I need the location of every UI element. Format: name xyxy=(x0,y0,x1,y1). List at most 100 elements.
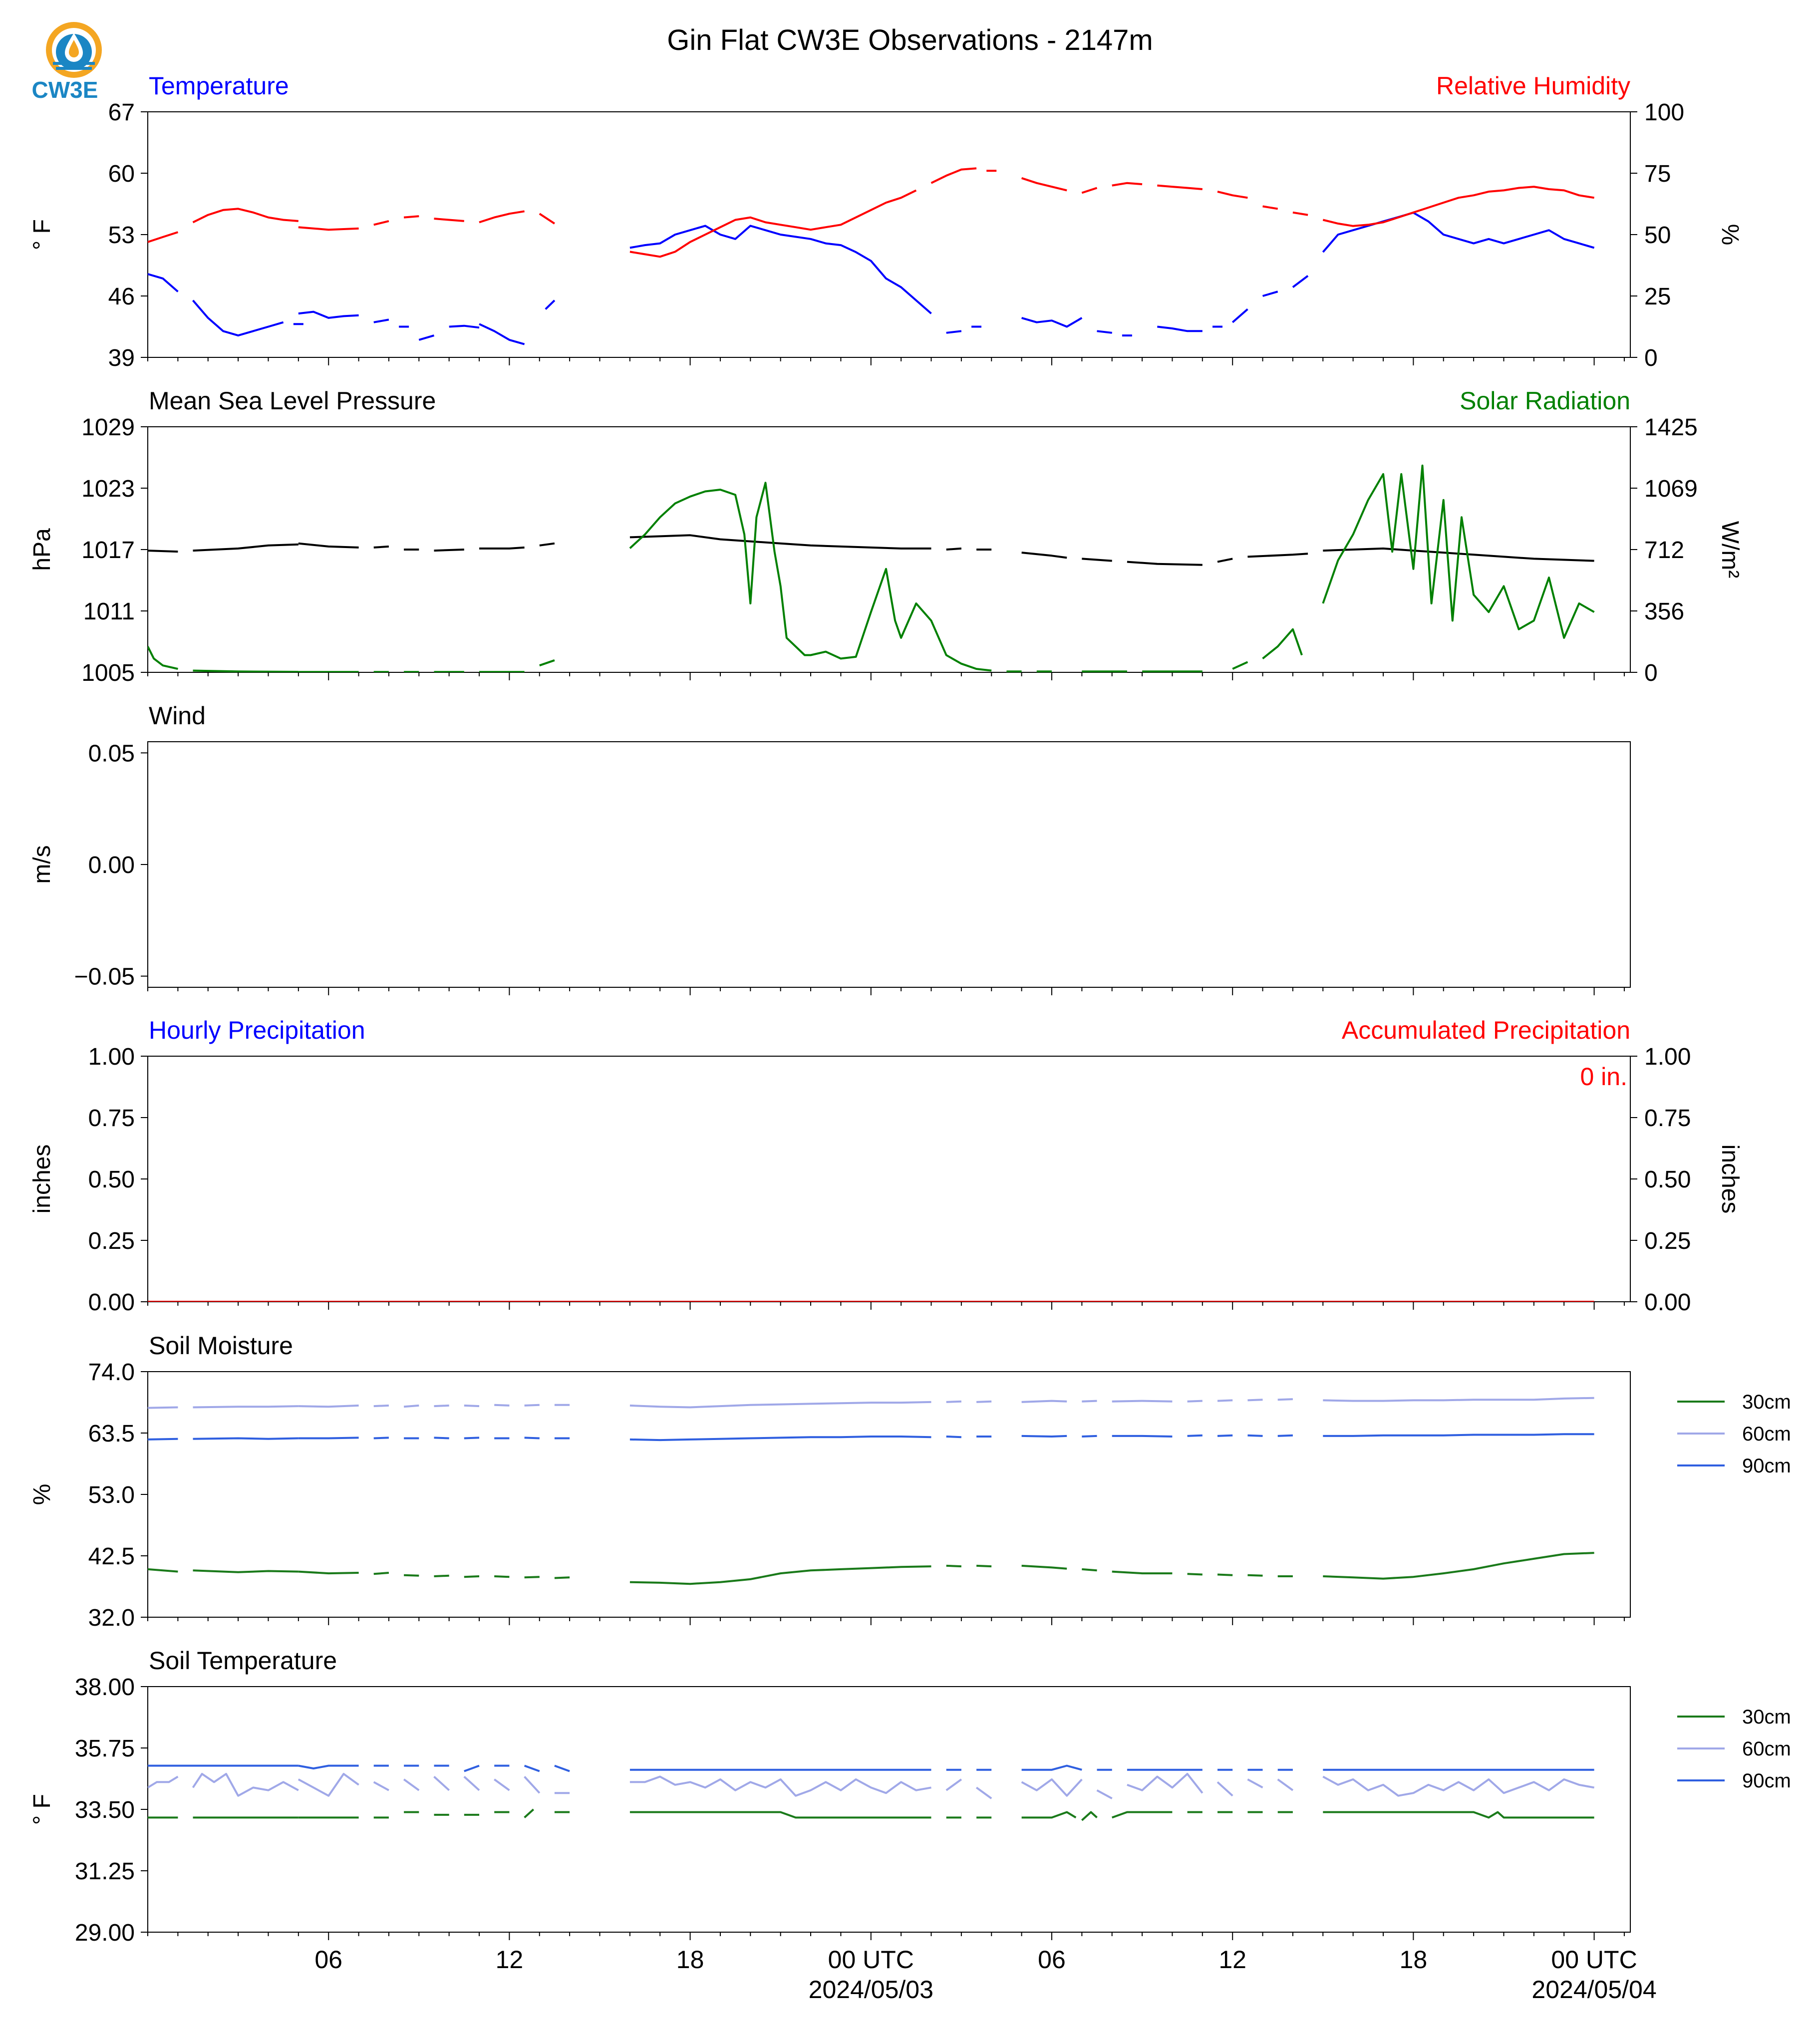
series-line xyxy=(1112,1570,1173,1575)
y-tick-label-left: 1023 xyxy=(81,476,135,502)
series-line xyxy=(464,1764,480,1772)
series-line xyxy=(945,1778,962,1791)
plot-frame xyxy=(147,1056,1631,1302)
series-line xyxy=(1216,1781,1233,1797)
series-line xyxy=(1021,1811,1077,1819)
series-line xyxy=(629,1811,931,1819)
series-line xyxy=(1081,187,1098,194)
panel-title-left: Hourly Precipitation xyxy=(149,1016,365,1044)
series-90cm xyxy=(148,1433,1594,1442)
series-line xyxy=(494,1575,510,1578)
series-line xyxy=(373,220,389,226)
series-line xyxy=(1082,1400,1097,1403)
series-line xyxy=(524,1404,540,1407)
panel-temperature-humidity: Temperature Relative Humidity 39 46 53 60 67 ° … xyxy=(29,72,1743,371)
y-tick-label-left: 53 xyxy=(108,222,135,249)
series-line xyxy=(975,1786,992,1799)
series-line xyxy=(298,542,359,549)
plot-frame xyxy=(147,741,1631,988)
series-line xyxy=(192,1772,299,1797)
series-mean-sea-level-pressure xyxy=(148,534,1594,566)
series-30cm xyxy=(148,1552,1594,1585)
panel-title-right: Solar Radiation xyxy=(1460,387,1630,415)
series-line xyxy=(148,273,179,292)
series-line xyxy=(148,1438,178,1441)
y-tick-label-right: 0.25 xyxy=(1644,1228,1691,1254)
series-line xyxy=(1082,1568,1097,1572)
series-line xyxy=(1096,1789,1113,1799)
series-line xyxy=(1232,661,1248,670)
series-line xyxy=(403,215,419,219)
y-axis-label-left: hPa xyxy=(29,528,55,571)
series-line xyxy=(930,167,977,184)
panel-soil-moisture: Soil Moisture 32.0 42.5 53.0 63.5 74.0% xyxy=(29,1332,1631,1631)
series-line xyxy=(449,324,480,329)
series-line xyxy=(1127,1772,1204,1794)
series-line xyxy=(418,334,435,341)
legend-soil-moisture: 30cm 60cm 90cm xyxy=(1677,1391,1791,1477)
x-tick-label: 18 xyxy=(1400,1946,1428,1974)
series-line xyxy=(1322,186,1594,227)
x-tick-label: 00 UTC xyxy=(828,1946,914,1974)
y-axis-label-left: ° F xyxy=(29,219,55,250)
series-line xyxy=(1323,1433,1594,1437)
y-tick-label-left: 0.05 xyxy=(88,740,135,767)
series-line xyxy=(629,1401,931,1409)
y-tick-label-right: 0.50 xyxy=(1644,1166,1691,1193)
y-tick-label-left: 38.00 xyxy=(75,1674,135,1701)
series-line xyxy=(1247,1574,1263,1577)
y-tick-label-left: 0.00 xyxy=(88,852,135,878)
series-line xyxy=(494,1404,510,1407)
y-tick-label-right: 356 xyxy=(1644,598,1684,625)
y-tick-label-left: 1011 xyxy=(83,598,135,625)
series-line xyxy=(298,226,359,231)
series-line xyxy=(524,1808,535,1818)
y-tick-label-left: 1.00 xyxy=(88,1044,135,1070)
series-90cm xyxy=(148,1764,1594,1772)
y-tick-label-right: 50 xyxy=(1644,222,1671,249)
series-line xyxy=(1021,1564,1067,1570)
x-date-label: 2024/05/04 xyxy=(1531,1976,1656,2004)
series-line xyxy=(192,299,284,337)
legend-soil-temperature: 30cm 60cm 90cm xyxy=(1677,1706,1791,1792)
series-line xyxy=(1081,1811,1098,1821)
series-line xyxy=(1323,1397,1594,1402)
series-line xyxy=(1292,211,1308,216)
y-axis-label-left: ° F xyxy=(29,1794,55,1825)
y-tick-label-left: 39 xyxy=(108,345,135,371)
series-60cm xyxy=(148,1397,1594,1409)
series-line xyxy=(539,542,555,547)
series-line xyxy=(1323,1811,1594,1819)
series-line xyxy=(1157,184,1203,190)
series-line xyxy=(373,1781,389,1791)
series-line xyxy=(1021,552,1067,559)
y-tick-label-left: 29.00 xyxy=(75,1920,135,1946)
y-tick-label-left: 74.0 xyxy=(88,1359,135,1386)
series-line xyxy=(629,482,992,672)
legend-label: 30cm xyxy=(1742,1706,1791,1728)
series-line xyxy=(193,543,299,552)
series-line xyxy=(463,1775,480,1791)
series-line xyxy=(434,218,464,222)
series-line xyxy=(403,1778,420,1791)
y-tick-label-left: 33.50 xyxy=(75,1797,135,1823)
plot-frame xyxy=(147,111,1631,358)
y-axis-label-right: W/m² xyxy=(1717,521,1743,579)
series-line xyxy=(298,1404,359,1408)
series-line xyxy=(1262,290,1278,297)
series-line xyxy=(148,550,178,553)
series-line xyxy=(434,549,464,552)
series-line xyxy=(148,646,178,670)
y-tick-label-left: 53.0 xyxy=(88,1482,135,1508)
series-relative-humidity xyxy=(148,167,1594,258)
series-line xyxy=(629,1436,931,1442)
series-line xyxy=(148,231,179,243)
series-60cm xyxy=(148,1772,1594,1799)
x-tick-label: 12 xyxy=(496,1946,524,1974)
y-tick-label-left: 1017 xyxy=(81,537,135,564)
series-line xyxy=(1021,316,1083,328)
series-line xyxy=(1127,561,1203,566)
accumulated-total-label: 0 in. xyxy=(1580,1063,1627,1091)
panel-title-left: Wind xyxy=(149,702,206,730)
